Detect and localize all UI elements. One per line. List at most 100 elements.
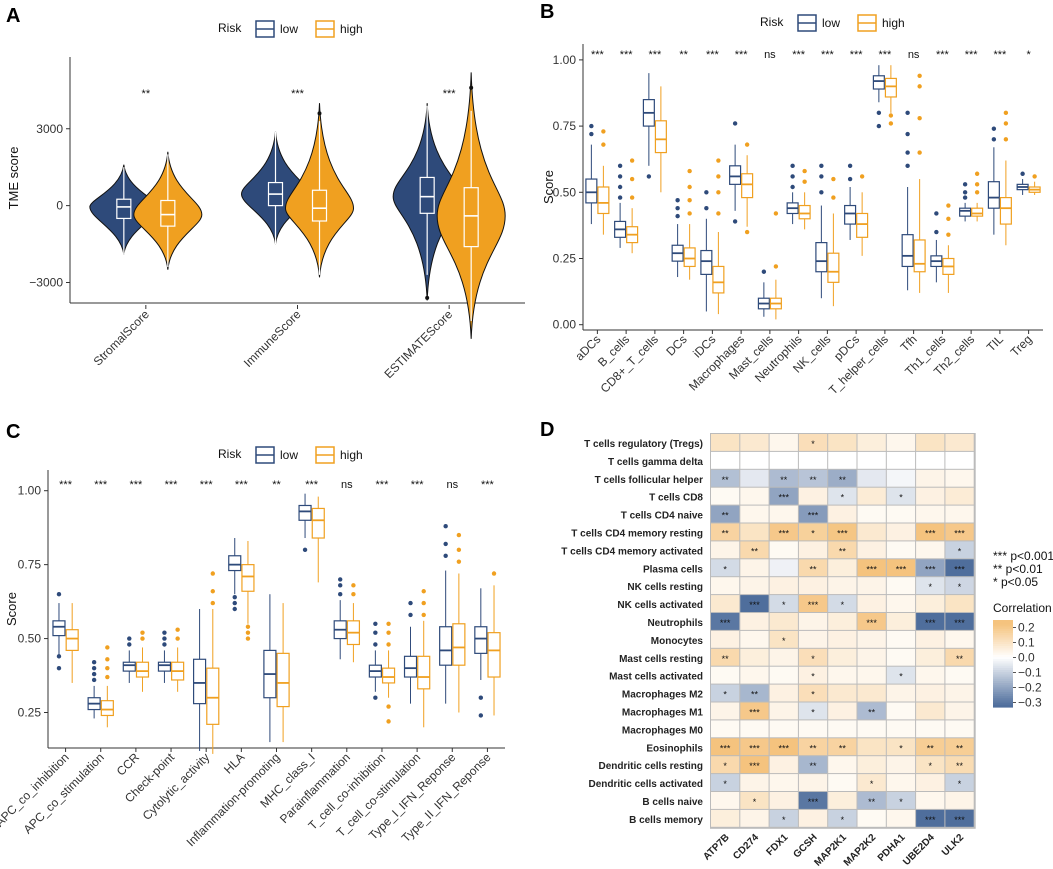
outlier-point (617, 184, 623, 190)
significance-label: *** (878, 49, 892, 61)
heatmap-cell (857, 505, 886, 523)
significance-key-entry: *** p<0.001 (993, 549, 1053, 563)
heatmap-row-label: B cells memory (629, 815, 703, 826)
heatmap-significance-star: * (958, 546, 962, 556)
outlier-point (232, 594, 237, 600)
outlier-point (338, 577, 343, 582)
heatmap-significance-star: * (723, 779, 727, 789)
panel-d-heatmap-chart: T cells regulatory (Tregs) * T cells gamma… (561, 433, 1053, 869)
heatmap-significance-star: *** (720, 618, 731, 628)
heatmap-significance-star: ** (810, 743, 818, 753)
x-tick-label: HLA (221, 750, 247, 776)
heatmap-cell (798, 559, 828, 577)
heatmap-cell (828, 505, 857, 523)
heatmap-significance-star: ** (810, 475, 818, 485)
heatmap-cell (828, 648, 857, 666)
outlier-point (91, 677, 97, 683)
legend-label-low: low (822, 16, 840, 30)
heatmap-significance-star: ** (722, 654, 730, 664)
outlier-point (773, 264, 779, 269)
outlier-point (802, 179, 807, 184)
outlier-point (105, 645, 110, 650)
heatmap-cell (828, 702, 857, 720)
outlier-point (456, 547, 462, 553)
heatmap-significance-star: ** (868, 707, 876, 717)
heatmap-cell (886, 702, 916, 720)
outlier-point (744, 229, 750, 235)
heatmap-cell (945, 505, 974, 523)
heatmap-significance-star: *** (866, 564, 877, 574)
outlier-point (888, 113, 894, 118)
outlier-point (617, 174, 623, 179)
box-high (827, 252, 840, 283)
heatmap-cell (857, 523, 886, 541)
outlier-point (478, 695, 484, 700)
outlier-point (245, 636, 251, 641)
outlier-point (716, 174, 721, 179)
heatmap-cell (886, 792, 916, 809)
outlier-point (732, 121, 738, 126)
x-tick-label: DCs (663, 332, 689, 358)
heatmap-significance-star: * (811, 439, 815, 449)
significance-label: ns (341, 479, 353, 491)
heatmap-cell (857, 809, 886, 827)
heatmap-significance-star: *** (954, 528, 965, 538)
heatmap-significance-star: ** (751, 546, 759, 556)
heatmap-significance-star: ** (956, 761, 964, 771)
legend-title: Risk (218, 447, 242, 461)
outlier-point (601, 142, 606, 147)
heatmap-column-label: UBE2D4 (901, 832, 937, 868)
heatmap-row-label: Monocytes (651, 636, 704, 647)
panel-a-violin-chart: Risk low high 3000 0 −3000 TME score StromalSco… (6, 20, 525, 381)
heatmap-significance-star: * (782, 815, 786, 825)
outlier-point (338, 583, 343, 588)
box-high (884, 77, 897, 98)
heatmap-cell (740, 559, 769, 577)
heatmap-significance-star: ** (839, 743, 847, 753)
x-tick-label: Treg (1008, 332, 1035, 359)
box-high (206, 667, 220, 725)
heatmap-cell (769, 487, 798, 505)
heatmap-cell (740, 756, 769, 774)
outlier-point (91, 660, 97, 665)
colorbar-tick-label: −0.3 (1018, 696, 1042, 710)
significance-label: *** (235, 479, 249, 491)
colorbar-segment (993, 687, 1013, 691)
heatmap-cell (798, 505, 828, 523)
outlier-point (917, 84, 922, 89)
heatmap-row-label: Plasma cells (643, 564, 703, 575)
heatmap-cell (857, 756, 886, 774)
outlier-point (716, 211, 721, 216)
significance-label: * (1026, 49, 1031, 61)
colorbar-segment (993, 672, 1013, 675)
heatmap-cell (828, 541, 857, 559)
y-tick-label: −3000 (29, 276, 63, 290)
outlier-point (373, 621, 378, 626)
outlier-point (905, 131, 910, 137)
heatmap-cell (828, 809, 857, 827)
heatmap-cell (945, 613, 974, 630)
heatmap-cell (711, 738, 740, 756)
heatmap-significance-star: * (958, 582, 962, 592)
y-axis-title: Score (4, 592, 19, 626)
box-low (700, 249, 713, 275)
colorbar-segment (993, 702, 1013, 706)
heatmap-cell (769, 648, 798, 666)
outlier-point (210, 571, 215, 576)
outlier-point (478, 713, 484, 718)
heatmap-cell (916, 487, 945, 505)
colorbar-segment (993, 674, 1013, 678)
box-low (419, 176, 435, 214)
heatmap-cell (798, 541, 828, 559)
y-axis-title: Score (541, 170, 556, 204)
outlier-point (386, 630, 391, 635)
heatmap-cell (740, 684, 769, 702)
significance-label: *** (706, 49, 720, 61)
box-low (298, 504, 312, 521)
outlier-point (790, 174, 795, 179)
heatmap-cell (769, 434, 798, 451)
heatmap-row-label: T cells regulatory (Tregs) (584, 439, 703, 450)
significance-label: *** (620, 49, 634, 61)
heatmap-cell (945, 809, 974, 827)
heatmap-cell (857, 738, 886, 756)
